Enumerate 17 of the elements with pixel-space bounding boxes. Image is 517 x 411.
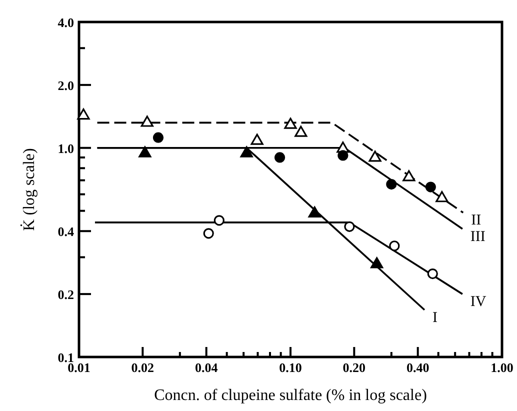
y-tick-label: 4.0 [58, 15, 74, 30]
x-tick-label: 0.10 [279, 360, 302, 375]
x-tick-label: 1.00 [490, 360, 514, 375]
series-label: IV [470, 294, 486, 310]
y-tick-label: 1.0 [58, 140, 74, 156]
x-axis-title: Concn. of clupeine sulfate (% in log scale) [154, 387, 427, 404]
series-label: I [432, 310, 438, 326]
x-tick-label: 0.20 [342, 360, 366, 375]
series-label: III [470, 228, 486, 245]
x-tick-label: 0.02 [131, 360, 154, 375]
x-tick-label: 0.04 [194, 360, 218, 375]
series-label: II [471, 212, 482, 229]
y-axis-title: K̇ (log scale) [20, 148, 38, 231]
y-tick-label: 0.2 [58, 287, 74, 302]
x-tick-label: 0.40 [406, 360, 430, 375]
y-tick-label: 0.4 [58, 224, 74, 240]
y-tick-label: 2.0 [58, 78, 74, 93]
